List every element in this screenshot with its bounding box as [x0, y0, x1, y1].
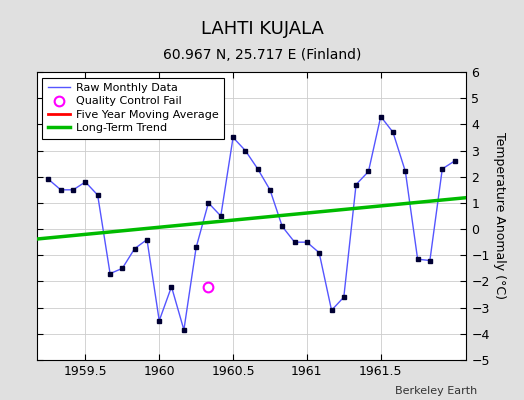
Raw Monthly Data	[242, 148, 248, 153]
Raw Monthly Data	[304, 240, 310, 244]
Raw Monthly Data	[390, 130, 396, 135]
Raw Monthly Data	[451, 159, 457, 164]
Raw Monthly Data	[378, 114, 384, 119]
Raw Monthly Data	[58, 188, 64, 192]
Raw Monthly Data	[230, 135, 236, 140]
Raw Monthly Data	[341, 295, 347, 300]
Raw Monthly Data	[193, 245, 199, 250]
Raw Monthly Data	[119, 266, 125, 271]
Raw Monthly Data	[316, 250, 322, 255]
Y-axis label: Temperature Anomaly (°C): Temperature Anomaly (°C)	[494, 132, 506, 300]
Raw Monthly Data	[82, 180, 89, 184]
Raw Monthly Data	[168, 284, 174, 289]
Raw Monthly Data	[427, 258, 433, 263]
Text: 60.967 N, 25.717 E (Finland): 60.967 N, 25.717 E (Finland)	[163, 48, 361, 62]
Text: LAHTI KUJALA: LAHTI KUJALA	[201, 20, 323, 38]
Raw Monthly Data	[402, 169, 409, 174]
Raw Monthly Data	[156, 318, 162, 323]
Raw Monthly Data	[267, 188, 273, 192]
Raw Monthly Data	[181, 328, 187, 332]
Raw Monthly Data	[70, 188, 77, 192]
Raw Monthly Data	[414, 257, 421, 262]
Raw Monthly Data	[94, 193, 101, 198]
Legend: Raw Monthly Data, Quality Control Fail, Five Year Moving Average, Long-Term Tren: Raw Monthly Data, Quality Control Fail, …	[42, 78, 224, 139]
Raw Monthly Data	[144, 237, 150, 242]
Raw Monthly Data	[439, 166, 445, 171]
Raw Monthly Data	[365, 169, 372, 174]
Raw Monthly Data	[291, 240, 298, 244]
Raw Monthly Data	[255, 166, 261, 171]
Raw Monthly Data	[353, 182, 359, 187]
Raw Monthly Data	[279, 224, 286, 229]
Raw Monthly Data	[205, 200, 212, 205]
Raw Monthly Data	[46, 177, 52, 182]
Raw Monthly Data	[217, 214, 224, 218]
Raw Monthly Data	[329, 308, 335, 313]
Raw Monthly Data	[107, 271, 113, 276]
Line: Raw Monthly Data: Raw Monthly Data	[49, 116, 454, 330]
Raw Monthly Data	[132, 246, 138, 251]
Text: Berkeley Earth: Berkeley Earth	[395, 386, 477, 396]
